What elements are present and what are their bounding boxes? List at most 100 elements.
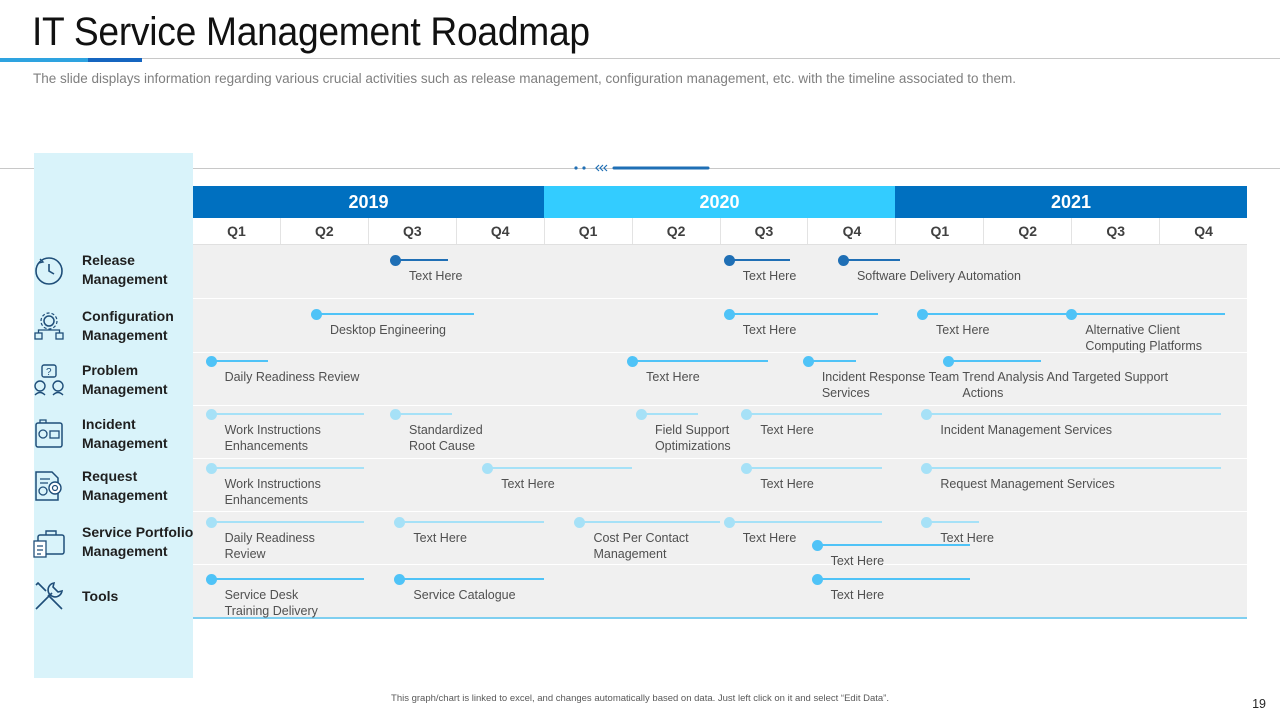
milestone-label: Text Here: [940, 531, 994, 545]
milestone-bar: [487, 467, 633, 469]
milestone-dot: [723, 309, 735, 320]
milestone-bar: [746, 467, 883, 469]
milestone-bar: [210, 413, 365, 415]
milestone-bar: [210, 578, 365, 580]
milestone-bar: [210, 521, 365, 523]
milestone-label: Text Here: [742, 269, 797, 283]
milestone-bar: [728, 521, 883, 523]
incident-briefcase-icon: [30, 415, 68, 453]
quarter-label: Q2: [279, 218, 368, 244]
milestone-dot: [943, 356, 955, 367]
grid-bottom-line: [193, 617, 1247, 619]
milestone-bar: [816, 544, 971, 546]
category-label: Release Management: [82, 252, 168, 287]
milestone-bar: [926, 413, 1221, 415]
milestone-label: Cost Per Contact Management: [593, 531, 689, 561]
category-label: Service Portfolio Management: [82, 524, 194, 559]
arrow-decoration-icon: [574, 164, 710, 172]
quarter-label: Q2: [631, 218, 720, 244]
svg-text:?: ?: [46, 367, 52, 378]
milestone-bar: [395, 413, 453, 415]
milestone-dot: [390, 409, 402, 420]
category-service-portfolio: Service Portfolio Management: [30, 518, 195, 566]
request-document-icon: [30, 467, 68, 505]
milestone-dot: [917, 309, 929, 320]
slide-title: IT Service Management Roadmap: [32, 10, 590, 54]
year-header-2020: 2020: [544, 186, 895, 218]
title-accent-bar-dark: [88, 58, 142, 62]
milestone-bar: [632, 360, 769, 362]
quarter-label: Q4: [807, 218, 895, 244]
page-number: 19: [1252, 697, 1266, 711]
year-header-2021: 2021: [895, 186, 1247, 218]
configuration-network-icon: [30, 307, 68, 345]
milestone-bar: [948, 360, 1041, 362]
milestone-label: Standardized Root Cause: [409, 423, 483, 453]
problem-people-icon: ?: [30, 361, 68, 399]
milestone-bar: [1071, 313, 1226, 315]
milestone-dot: [921, 463, 933, 474]
milestone-bar: [315, 313, 475, 315]
milestone-bar: [728, 313, 879, 315]
milestone-dot: [741, 409, 753, 420]
milestone-bar: [210, 467, 365, 469]
milestone-bar: [210, 360, 268, 362]
row-divider: [193, 352, 1247, 353]
category-label: Tools: [82, 587, 119, 604]
milestone-dot: [811, 540, 823, 551]
row-divider: [193, 298, 1247, 299]
quarter-label: Q4: [1159, 218, 1247, 244]
milestone-label: Text Here: [760, 423, 814, 437]
milestone-label: Field Support Optimizations: [654, 423, 731, 453]
title-divider: [0, 58, 1280, 59]
milestone-dot: [482, 463, 494, 474]
milestone-label: Alternative Client Computing Platforms: [1085, 323, 1203, 353]
row-divider: [193, 458, 1247, 459]
quarter-label: Q2: [983, 218, 1071, 244]
milestone-dot: [1066, 309, 1078, 320]
milestone-bar: [579, 521, 720, 523]
slide-subtitle: The slide displays information regarding…: [33, 71, 1016, 86]
milestone-bar: [399, 521, 545, 523]
milestone-label: Text Here: [646, 370, 700, 384]
milestone-label: Request Management Services: [940, 477, 1115, 491]
milestone-bar: [395, 259, 448, 261]
milestone-bar: [640, 413, 699, 415]
milestone-dot: [723, 517, 735, 528]
milestone-label: Work Instructions Enhancements: [224, 477, 321, 507]
footer-note: This graph/chart is linked to excel, and…: [391, 693, 889, 704]
milestone-label: Daily Readiness Review: [224, 531, 315, 561]
milestone-label: Work Instructions Enhancements: [224, 423, 321, 453]
milestone-label: Text Here: [742, 531, 797, 545]
quarter-label: Q3: [367, 218, 456, 244]
milestone-label: Trend Analysis And Targeted Support Acti…: [962, 370, 1169, 400]
category-request: Request Management: [30, 462, 195, 510]
quarter-header-row: Q1 Q2 Q3 Q4 Q1 Q2 Q3 Q4 Q1 Q2 Q3 Q4: [193, 218, 1247, 245]
milestone-dot: [723, 255, 735, 266]
category-configuration: Configuration Management: [30, 302, 195, 350]
category-release: Release Management: [30, 246, 195, 294]
milestone-dot: [205, 574, 217, 585]
row-divider: [193, 564, 1247, 565]
milestone-label: Text Here: [936, 323, 990, 337]
portfolio-briefcase-icon: [30, 523, 68, 561]
milestone-label: Text Here: [742, 323, 797, 337]
milestone-bar: [728, 259, 791, 261]
milestone-dot: [205, 356, 217, 367]
milestone-dot: [741, 463, 753, 474]
milestone-label: Text Here: [830, 588, 885, 602]
milestone-label: Text Here: [413, 531, 467, 545]
milestone-dot: [205, 517, 217, 528]
milestone-dot: [837, 255, 849, 266]
milestone-dot: [205, 463, 217, 474]
category-label: Problem Management: [82, 362, 168, 397]
milestone-label: Incident Response Team Services: [821, 370, 960, 400]
category-label: Incident Management: [82, 416, 168, 451]
milestone-bar: [842, 259, 901, 261]
category-label: Request Management: [82, 468, 168, 503]
quarter-label: Q1: [543, 218, 632, 244]
milestone-label: Text Here: [501, 477, 555, 491]
category-label: Configuration Management: [82, 308, 174, 343]
milestone-bar: [399, 578, 545, 580]
row-divider: [193, 511, 1247, 512]
